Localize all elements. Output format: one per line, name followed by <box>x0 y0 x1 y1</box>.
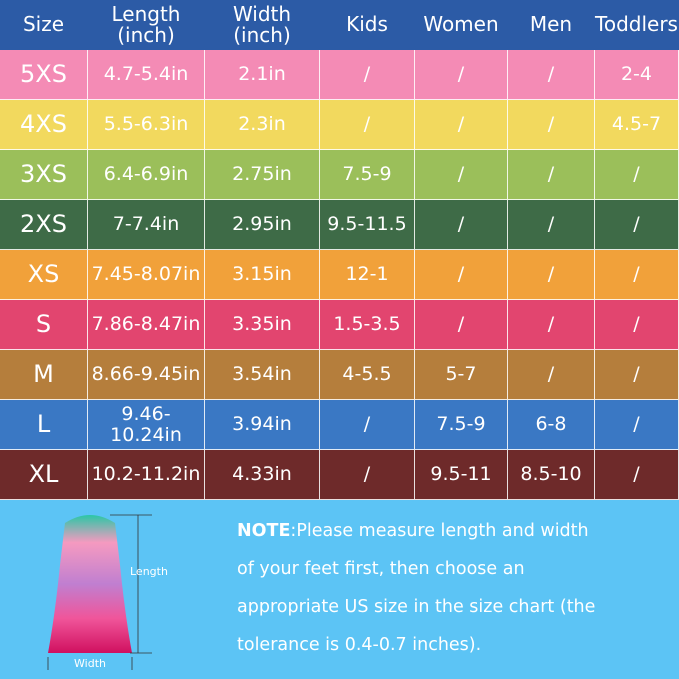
table-row: L 9.46-10.24in 3.94in/7.5-9 6-8/ <box>0 400 679 450</box>
table-cell: S <box>0 300 88 350</box>
table-cell: L <box>0 400 88 450</box>
header-cell: Men <box>508 0 595 50</box>
table-cell: XS <box>0 250 88 300</box>
table-cell: 4-5.5 <box>320 350 415 400</box>
length-label: Length <box>130 565 168 578</box>
table-cell: 2.3in <box>205 100 320 150</box>
table-cell: / <box>320 100 415 150</box>
table-cell: 9.5-11 <box>415 450 508 500</box>
table-cell: 2.75in <box>205 150 320 200</box>
table-row: 2XS 7-7.4in 2.95in 9.5-11.5// / <box>0 200 679 250</box>
table-cell: 7.5-9 <box>415 400 508 450</box>
table-cell: 6-8 <box>508 400 595 450</box>
table-cell: 9.46-10.24in <box>88 400 205 450</box>
header-cell: Toddlers <box>595 0 679 50</box>
header-cell: Kids <box>320 0 415 50</box>
table-cell: / <box>595 400 679 450</box>
table-cell: 6.4-6.9in <box>88 150 205 200</box>
table-cell: 2.1in <box>205 50 320 100</box>
table-cell: 5XS <box>0 50 88 100</box>
table-cell: / <box>595 350 679 400</box>
table-cell: 5-7 <box>415 350 508 400</box>
table-cell: 4XS <box>0 100 88 150</box>
table-cell: 4.33in <box>205 450 320 500</box>
table-cell: / <box>415 150 508 200</box>
table-cell: 3.15in <box>205 250 320 300</box>
table-cell: 7.45-8.07in <box>88 250 205 300</box>
table-cell: / <box>595 200 679 250</box>
size-table: Size Length (inch) Width (inch) Kids Women Me… <box>0 0 679 500</box>
fin-shape <box>48 515 132 653</box>
header-row: Size Length (inch) Width (inch) Kids Women Me… <box>0 0 679 50</box>
table-cell: 2XS <box>0 200 88 250</box>
table-cell: / <box>508 200 595 250</box>
table-cell: 7.5-9 <box>320 150 415 200</box>
table-row: 3XS 6.4-6.9in 2.75in 7.5-9// / <box>0 150 679 200</box>
table-cell: / <box>320 50 415 100</box>
table-cell: 5.5-6.3in <box>88 100 205 150</box>
table-row: 5XS 4.7-5.4in 2.1in / //2-4 <box>0 50 679 100</box>
table-row: 4XS 5.5-6.3in 2.3in / //4.5-7 <box>0 100 679 150</box>
note-label: NOTE <box>237 521 291 541</box>
note-text: :Please measure length and width of your… <box>237 521 596 655</box>
table-cell: 1.5-3.5 <box>320 300 415 350</box>
table-row: XL 10.2-11.2in 4.33in/9.5-11 8.5-10/ <box>0 450 679 500</box>
table-cell: 3.94in <box>205 400 320 450</box>
table-row: M 8.66-9.45in 3.54in 4-5.5 5-7// <box>0 350 679 400</box>
table-cell: / <box>415 100 508 150</box>
table-cell: 9.5-11.5 <box>320 200 415 250</box>
table-cell: 7.86-8.47in <box>88 300 205 350</box>
table-cell: 8.66-9.45in <box>88 350 205 400</box>
table-cell: 10.2-11.2in <box>88 450 205 500</box>
fin-diagram: Length Width <box>47 514 168 670</box>
table-cell: / <box>508 350 595 400</box>
table-cell: 3.54in <box>205 350 320 400</box>
table-cell: / <box>415 300 508 350</box>
table-cell: / <box>415 200 508 250</box>
table-cell: / <box>508 250 595 300</box>
table-cell: / <box>320 400 415 450</box>
header-cell: Length (inch) <box>88 0 205 50</box>
table-cell: 2-4 <box>595 50 679 100</box>
table-cell: / <box>508 150 595 200</box>
header-cell: Width (inch) <box>205 0 320 50</box>
table-cell: 12-1 <box>320 250 415 300</box>
table-cell: 3XS <box>0 150 88 200</box>
table-cell: / <box>508 50 595 100</box>
width-label: Width <box>74 657 106 670</box>
table-cell: / <box>508 300 595 350</box>
table-row: XS 7.45-8.07in 3.15in 12-1// / <box>0 250 679 300</box>
table-cell: M <box>0 350 88 400</box>
table-cell: 2.95in <box>205 200 320 250</box>
table-cell: 8.5-10 <box>508 450 595 500</box>
table-cell: / <box>415 50 508 100</box>
table-cell: / <box>508 100 595 150</box>
table-cell: 3.35in <box>205 300 320 350</box>
header-cell: Women <box>415 0 508 50</box>
table-row: S 7.86-8.47in 3.35in 1.5-3.5// / <box>0 300 679 350</box>
table-cell: 4.5-7 <box>595 100 679 150</box>
table-cell: / <box>415 250 508 300</box>
table-cell: 7-7.4in <box>88 200 205 250</box>
note: NOTE:Please measure length and width of … <box>237 512 607 664</box>
header-cell: Size <box>0 0 88 50</box>
table-cell: / <box>320 450 415 500</box>
table-cell: / <box>595 150 679 200</box>
table-cell: / <box>595 450 679 500</box>
table-cell: / <box>595 300 679 350</box>
table-cell: 4.7-5.4in <box>88 50 205 100</box>
table-cell: / <box>595 250 679 300</box>
table-cell: XL <box>0 450 88 500</box>
